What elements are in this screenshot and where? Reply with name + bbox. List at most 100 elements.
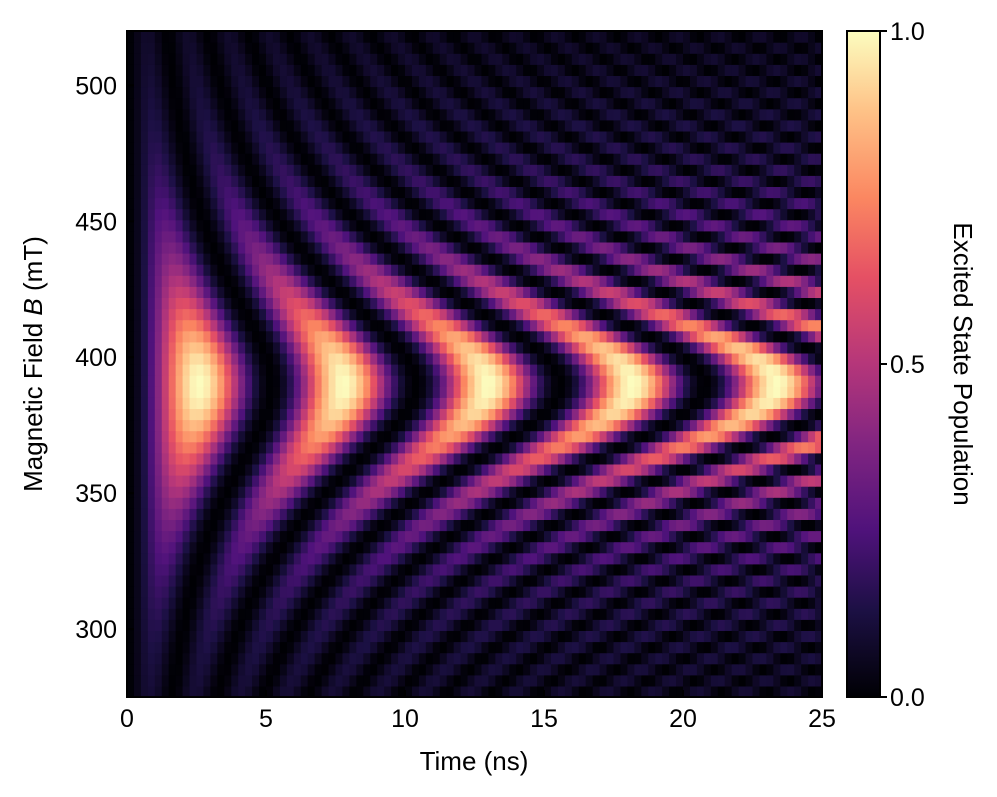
heatmap-cell — [147, 630, 156, 643]
heatmap-cell — [606, 641, 615, 654]
heatmap-cell — [418, 330, 427, 343]
heatmap-cell — [405, 275, 413, 287]
heatmap-cell — [231, 197, 239, 210]
heatmap-cell — [425, 241, 434, 254]
heatmap-cell — [523, 175, 531, 187]
heatmap-cell — [307, 264, 316, 276]
heatmap-cell — [224, 352, 232, 365]
heatmap-cell — [696, 330, 705, 343]
heatmap-cell — [585, 230, 594, 243]
heatmap-cell — [175, 341, 184, 354]
heatmap-cell — [696, 441, 705, 454]
heatmap-cell — [710, 330, 719, 343]
heatmap-cell — [224, 164, 232, 176]
heatmap-cell — [370, 475, 378, 487]
heatmap-cell — [759, 508, 767, 520]
heatmap-cell — [537, 275, 545, 287]
heatmap-cell — [544, 241, 552, 254]
heatmap-cell — [509, 685, 517, 698]
heatmap-cell — [620, 219, 628, 232]
heatmap-cell — [418, 597, 427, 609]
heatmap-cell — [717, 597, 726, 609]
heatmap-cell — [773, 497, 781, 509]
heatmap-cell — [168, 663, 177, 676]
heatmap-cell — [321, 475, 330, 487]
heatmap-cell — [391, 364, 399, 376]
heatmap-cell — [773, 197, 781, 210]
heatmap-cell — [432, 641, 441, 654]
heatmap-cell — [481, 319, 489, 332]
heatmap-cell — [182, 241, 191, 254]
heatmap-cell — [405, 563, 413, 576]
heatmap-cell — [245, 508, 253, 520]
heatmap-cell — [773, 286, 781, 298]
heatmap-cell — [328, 486, 337, 498]
heatmap-cell — [231, 663, 239, 676]
heatmap-cell — [773, 386, 781, 398]
heatmap-cell — [259, 253, 267, 265]
heatmap-cell — [432, 352, 441, 365]
heatmap-cell — [300, 552, 309, 565]
heatmap-cell — [516, 286, 524, 298]
heatmap-cell — [363, 519, 371, 532]
heatmap-cell — [411, 519, 420, 532]
heatmap-cell — [724, 375, 733, 387]
heatmap-cell — [405, 619, 413, 631]
heatmap-cell — [544, 208, 552, 221]
heatmap-cell — [432, 153, 441, 165]
heatmap-cell — [377, 419, 385, 432]
heatmap-cell — [217, 563, 225, 576]
heatmap-cell — [391, 552, 399, 565]
heatmap-cell — [418, 530, 427, 543]
heatmap-cell — [710, 297, 719, 310]
heatmap-cell — [432, 175, 441, 187]
heatmap-cell — [418, 197, 427, 210]
heatmap-cell — [613, 219, 622, 232]
heatmap-cell — [460, 430, 469, 443]
heatmap-cell — [676, 674, 684, 687]
heatmap-cell — [759, 275, 767, 287]
heatmap-cell — [557, 208, 566, 221]
heatmap-cell — [168, 286, 177, 298]
heatmap-cell — [432, 386, 441, 398]
heatmap-cell — [613, 241, 622, 254]
heatmap-cell — [641, 264, 649, 276]
heatmap-cell — [592, 241, 601, 254]
heatmap-cell — [189, 597, 198, 609]
heatmap-cell — [537, 486, 545, 498]
heatmap-cell — [717, 264, 726, 276]
heatmap-cell — [460, 463, 469, 476]
heatmap-cell — [655, 319, 663, 332]
heatmap-cell — [161, 563, 170, 576]
heatmap-cell — [370, 497, 378, 509]
heatmap-cell — [606, 652, 615, 665]
heatmap-cell — [474, 419, 483, 432]
heatmap-cell — [738, 663, 747, 676]
heatmap-cell — [495, 341, 503, 354]
heatmap-cell — [606, 608, 615, 620]
heatmap-cell — [140, 341, 149, 354]
heatmap-cell — [474, 452, 483, 465]
heatmap-cell — [808, 330, 816, 343]
heatmap-cell — [745, 619, 754, 631]
heatmap-cell — [627, 630, 635, 643]
heatmap-cell — [377, 275, 385, 287]
heatmap-cell — [321, 241, 330, 254]
heatmap-cell — [557, 475, 566, 487]
heatmap-cell — [794, 497, 802, 509]
heatmap-cell — [550, 275, 559, 287]
heatmap-cell — [384, 685, 392, 698]
heatmap-cell — [161, 475, 170, 487]
heatmap-cell — [127, 530, 135, 543]
heatmap-cell — [154, 519, 163, 532]
heatmap-cell — [655, 419, 663, 432]
heatmap-cell — [752, 408, 761, 421]
heatmap-cell — [203, 574, 211, 587]
heatmap-cell — [453, 341, 462, 354]
heatmap-cell — [398, 419, 406, 432]
heatmap-cell — [272, 386, 281, 398]
heatmap-cell — [815, 541, 823, 554]
heatmap-cell — [550, 297, 559, 310]
heatmap-cell — [752, 208, 761, 221]
heatmap-cell — [363, 419, 371, 432]
